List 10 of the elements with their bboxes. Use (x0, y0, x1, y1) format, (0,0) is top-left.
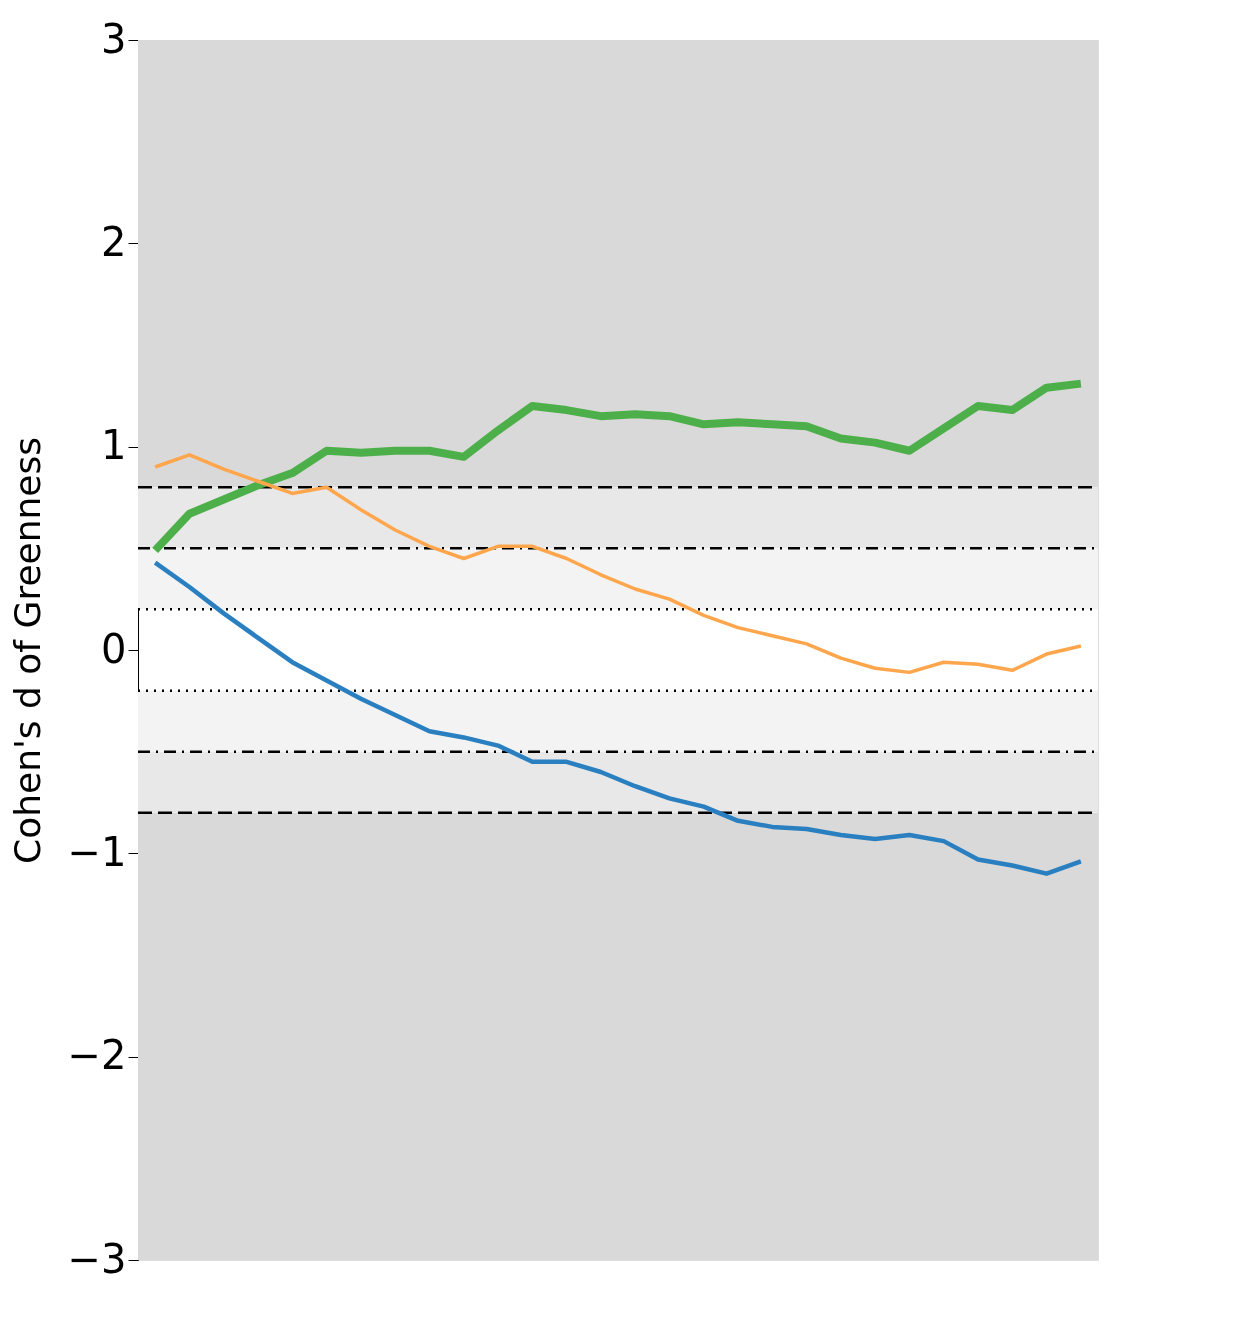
line-series (153, 453, 1083, 675)
y-tick-label: −1 (67, 828, 127, 875)
y-tick-label: 1 (101, 422, 127, 469)
y-tick-label: 0 (101, 625, 127, 672)
y-tick-label: 2 (101, 218, 127, 265)
y-tick-label: −2 (67, 1032, 127, 1079)
y-tick-label: 3 (101, 15, 127, 62)
y-axis-title: Cohen's d of Greenness (6, 437, 48, 864)
line-series (152, 560, 1084, 876)
y-tick-label: −3 (67, 1235, 127, 1282)
